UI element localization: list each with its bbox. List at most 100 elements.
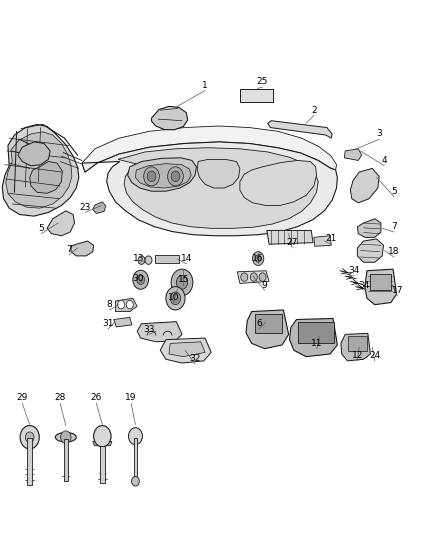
Circle shape — [177, 300, 179, 302]
Text: 6: 6 — [256, 319, 262, 328]
Circle shape — [253, 252, 264, 265]
Text: 17: 17 — [392, 286, 403, 295]
Polygon shape — [160, 338, 211, 363]
Circle shape — [173, 295, 174, 297]
Text: 5: 5 — [39, 224, 44, 233]
Bar — [371, 274, 391, 290]
Text: 15: 15 — [177, 275, 189, 284]
Text: 26: 26 — [91, 393, 102, 402]
Circle shape — [241, 273, 248, 281]
Ellipse shape — [55, 432, 76, 442]
Bar — [155, 255, 179, 263]
Circle shape — [259, 273, 266, 281]
Circle shape — [168, 167, 184, 186]
Polygon shape — [267, 230, 313, 244]
Polygon shape — [197, 159, 240, 188]
Circle shape — [137, 275, 145, 285]
Text: 23: 23 — [79, 203, 91, 212]
Polygon shape — [114, 317, 132, 327]
Circle shape — [255, 255, 261, 262]
Text: 13: 13 — [133, 254, 144, 263]
Circle shape — [131, 477, 139, 486]
Text: 4: 4 — [381, 156, 387, 165]
Text: 32: 32 — [189, 354, 201, 364]
Circle shape — [147, 171, 156, 182]
Text: 34: 34 — [348, 266, 360, 275]
Polygon shape — [30, 161, 62, 193]
Circle shape — [171, 269, 193, 296]
Polygon shape — [169, 342, 205, 357]
Text: 7: 7 — [391, 222, 397, 231]
Polygon shape — [82, 126, 336, 172]
Circle shape — [144, 167, 159, 186]
Bar — [298, 322, 334, 343]
Text: 19: 19 — [125, 393, 137, 402]
Text: 10: 10 — [168, 293, 179, 302]
Bar — [348, 336, 367, 351]
Text: 29: 29 — [17, 393, 28, 402]
Circle shape — [60, 431, 71, 443]
Text: 31: 31 — [102, 319, 114, 328]
Polygon shape — [240, 160, 317, 206]
Text: 24: 24 — [369, 351, 381, 360]
Text: 2: 2 — [311, 106, 317, 115]
Circle shape — [178, 297, 180, 300]
Polygon shape — [118, 148, 318, 228]
Text: 1: 1 — [202, 80, 208, 90]
Circle shape — [94, 425, 111, 447]
Circle shape — [170, 292, 181, 305]
Circle shape — [171, 171, 180, 182]
Circle shape — [173, 300, 174, 302]
Text: 28: 28 — [54, 393, 66, 402]
Polygon shape — [357, 219, 381, 237]
Bar — [64, 439, 68, 481]
Text: 11: 11 — [311, 339, 323, 348]
Polygon shape — [82, 142, 337, 236]
Polygon shape — [290, 318, 337, 357]
Text: 16: 16 — [252, 254, 264, 263]
Text: 34: 34 — [358, 280, 369, 289]
Text: 30: 30 — [133, 273, 144, 282]
Bar — [27, 438, 32, 485]
Text: 8: 8 — [106, 300, 112, 309]
Polygon shape — [152, 107, 187, 130]
Text: 33: 33 — [144, 325, 155, 334]
Bar — [254, 314, 282, 333]
Circle shape — [25, 432, 34, 442]
Text: 25: 25 — [257, 77, 268, 86]
Circle shape — [20, 425, 39, 449]
Circle shape — [166, 287, 185, 310]
Text: 9: 9 — [262, 280, 268, 289]
Polygon shape — [350, 168, 379, 203]
Circle shape — [251, 273, 257, 281]
Text: 27: 27 — [286, 238, 298, 247]
Circle shape — [177, 295, 179, 297]
Polygon shape — [2, 124, 79, 216]
Circle shape — [128, 427, 142, 445]
Circle shape — [177, 276, 187, 289]
Polygon shape — [71, 241, 94, 256]
Bar — [134, 438, 137, 481]
Text: 21: 21 — [325, 235, 337, 244]
Polygon shape — [268, 120, 332, 138]
Polygon shape — [116, 298, 137, 312]
Text: 14: 14 — [180, 254, 192, 263]
Text: 18: 18 — [388, 247, 400, 256]
Polygon shape — [237, 271, 269, 284]
Circle shape — [138, 256, 145, 264]
Circle shape — [175, 294, 177, 296]
Polygon shape — [18, 142, 50, 166]
Text: 7: 7 — [66, 245, 72, 254]
Polygon shape — [93, 441, 112, 446]
Bar — [240, 89, 272, 102]
Text: 12: 12 — [352, 351, 363, 360]
Circle shape — [175, 301, 177, 303]
Bar — [100, 446, 105, 483]
Text: 5: 5 — [391, 187, 397, 196]
Polygon shape — [365, 269, 396, 305]
Polygon shape — [344, 149, 362, 160]
Polygon shape — [246, 310, 289, 349]
Polygon shape — [341, 333, 371, 361]
Polygon shape — [93, 202, 106, 214]
Circle shape — [117, 301, 124, 309]
